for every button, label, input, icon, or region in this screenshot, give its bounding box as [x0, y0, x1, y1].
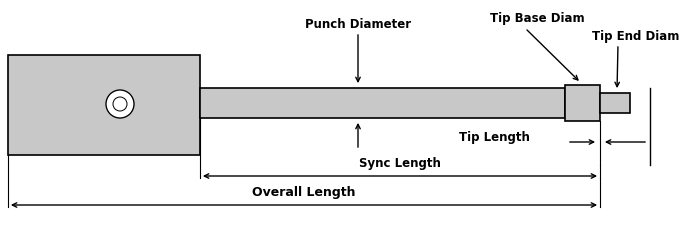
Text: Tip Length: Tip Length: [459, 131, 530, 144]
Circle shape: [106, 90, 134, 118]
Text: Tip Base Diam: Tip Base Diam: [490, 12, 585, 25]
Text: Overall Length: Overall Length: [253, 186, 356, 199]
Bar: [8, 55, 200, 155]
Text: Sync Length: Sync Length: [359, 157, 441, 170]
Bar: [565, 85, 600, 121]
Text: Tip End Diam: Tip End Diam: [592, 30, 680, 43]
Text: Punch Diameter: Punch Diameter: [305, 18, 411, 31]
Bar: [200, 88, 565, 118]
Circle shape: [113, 97, 127, 111]
Bar: [600, 93, 630, 113]
